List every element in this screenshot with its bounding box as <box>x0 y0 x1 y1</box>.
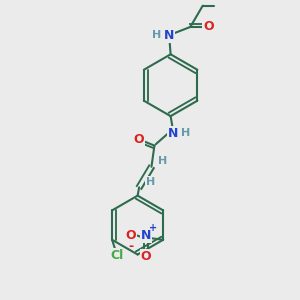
Text: H: H <box>146 177 155 187</box>
Text: -: - <box>128 240 133 253</box>
Text: N: N <box>168 127 179 140</box>
Text: O: O <box>133 133 143 146</box>
Text: O: O <box>125 230 136 242</box>
Text: H: H <box>181 128 190 138</box>
Text: H: H <box>152 30 161 40</box>
Text: N: N <box>141 230 151 242</box>
Text: +: + <box>149 223 158 233</box>
Text: Cl: Cl <box>110 249 123 262</box>
Text: N: N <box>164 29 174 42</box>
Text: O: O <box>203 20 214 33</box>
Text: O: O <box>141 250 152 262</box>
Text: H: H <box>158 157 167 166</box>
